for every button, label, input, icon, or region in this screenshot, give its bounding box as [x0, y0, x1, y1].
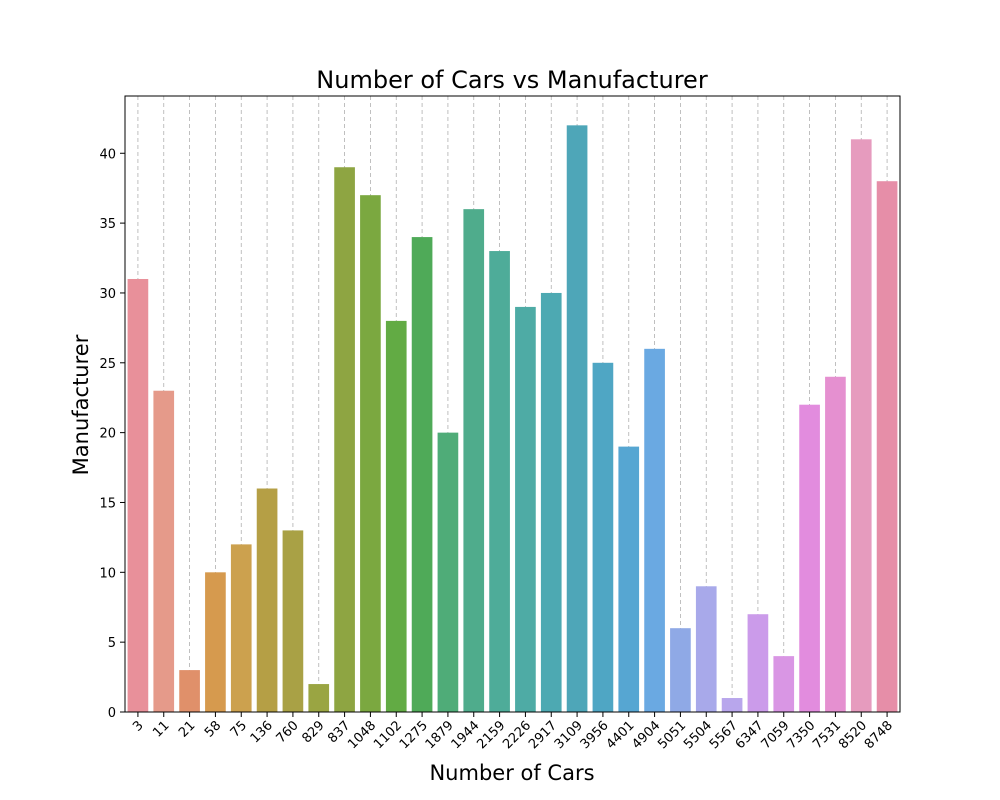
x-tick-label: 1102	[371, 718, 405, 752]
y-tick-label: 15	[99, 496, 116, 511]
x-tick-label: 1048	[345, 718, 379, 752]
x-tick-label: 7531	[810, 718, 844, 752]
bar	[282, 530, 304, 712]
y-tick-label: 40	[99, 147, 116, 162]
bar	[566, 125, 588, 713]
bar	[695, 586, 717, 712]
bar	[515, 306, 536, 712]
bar	[385, 320, 407, 712]
plot-frame	[124, 95, 901, 713]
x-tick-label: 3	[130, 718, 146, 734]
bar	[463, 209, 485, 712]
x-tick-label: 7350	[784, 718, 818, 752]
x-tick-label: 7059	[759, 718, 793, 752]
bar	[540, 292, 562, 712]
bar	[825, 376, 846, 712]
x-tick-label: 760	[274, 718, 302, 746]
x-tick-label: 2917	[526, 718, 560, 752]
x-tick-label: 5504	[681, 718, 715, 752]
y-tick-label: 25	[99, 357, 116, 372]
x-tick-label: 4401	[604, 718, 638, 752]
bar	[721, 698, 743, 712]
bar	[670, 628, 691, 712]
x-tick-label: 21	[176, 718, 198, 740]
x-tick-label: 1944	[449, 718, 483, 752]
bar	[644, 348, 665, 712]
bar	[127, 278, 149, 712]
bar	[411, 237, 433, 713]
bar	[437, 432, 459, 712]
bar	[179, 670, 200, 712]
x-tick-label: 1275	[397, 718, 431, 752]
x-tick-label: 4904	[629, 718, 663, 752]
bar	[489, 251, 510, 713]
chart-title: Number of Cars vs Manufacturer	[316, 66, 708, 94]
x-tick-label: 5567	[707, 718, 741, 752]
bar	[850, 139, 872, 713]
x-tick-label: 3109	[552, 718, 586, 752]
bar	[308, 684, 330, 712]
x-tick-label: 3956	[578, 718, 612, 752]
y-tick-label: 5	[108, 636, 116, 651]
bar	[230, 544, 252, 712]
bar	[256, 488, 278, 712]
x-tick-label: 5051	[655, 718, 689, 752]
x-tick-label: 2226	[500, 718, 534, 752]
x-tick-label: 6347	[733, 718, 767, 752]
x-axis-ticks: 3 11 21 58 751367608298371048110212751879194…	[130, 712, 896, 752]
y-tick-label: 30	[99, 287, 116, 302]
bar	[773, 656, 795, 712]
bar	[205, 572, 226, 712]
x-tick-label: 1879	[423, 718, 457, 752]
bar	[747, 614, 769, 712]
x-tick-label: 2159	[474, 718, 508, 752]
x-tick-label: 136	[248, 718, 276, 746]
x-tick-label: 8520	[836, 718, 870, 752]
y-tick-label: 10	[99, 566, 116, 581]
bar	[360, 195, 381, 712]
bar	[153, 390, 175, 712]
y-tick-label: 0	[108, 706, 116, 721]
bar	[799, 404, 820, 712]
x-tick-label: 11	[150, 718, 172, 740]
y-axis-ticks: 0 5 10 15 20 25 30 35 40	[99, 147, 125, 721]
x-tick-label: 58	[202, 718, 224, 740]
x-tick-label: 829	[299, 718, 327, 746]
y-tick-label: 35	[99, 217, 116, 232]
bar	[618, 446, 640, 712]
y-axis-label: Manufacturer	[69, 334, 93, 475]
bar	[334, 167, 355, 712]
x-axis-label: Number of Cars	[429, 761, 594, 785]
x-tick-label: 8748	[862, 718, 896, 752]
x-tick-label: 75	[228, 718, 250, 740]
y-tick-label: 20	[99, 427, 116, 442]
bar	[592, 362, 614, 712]
bar	[876, 181, 898, 712]
bars	[127, 125, 898, 713]
